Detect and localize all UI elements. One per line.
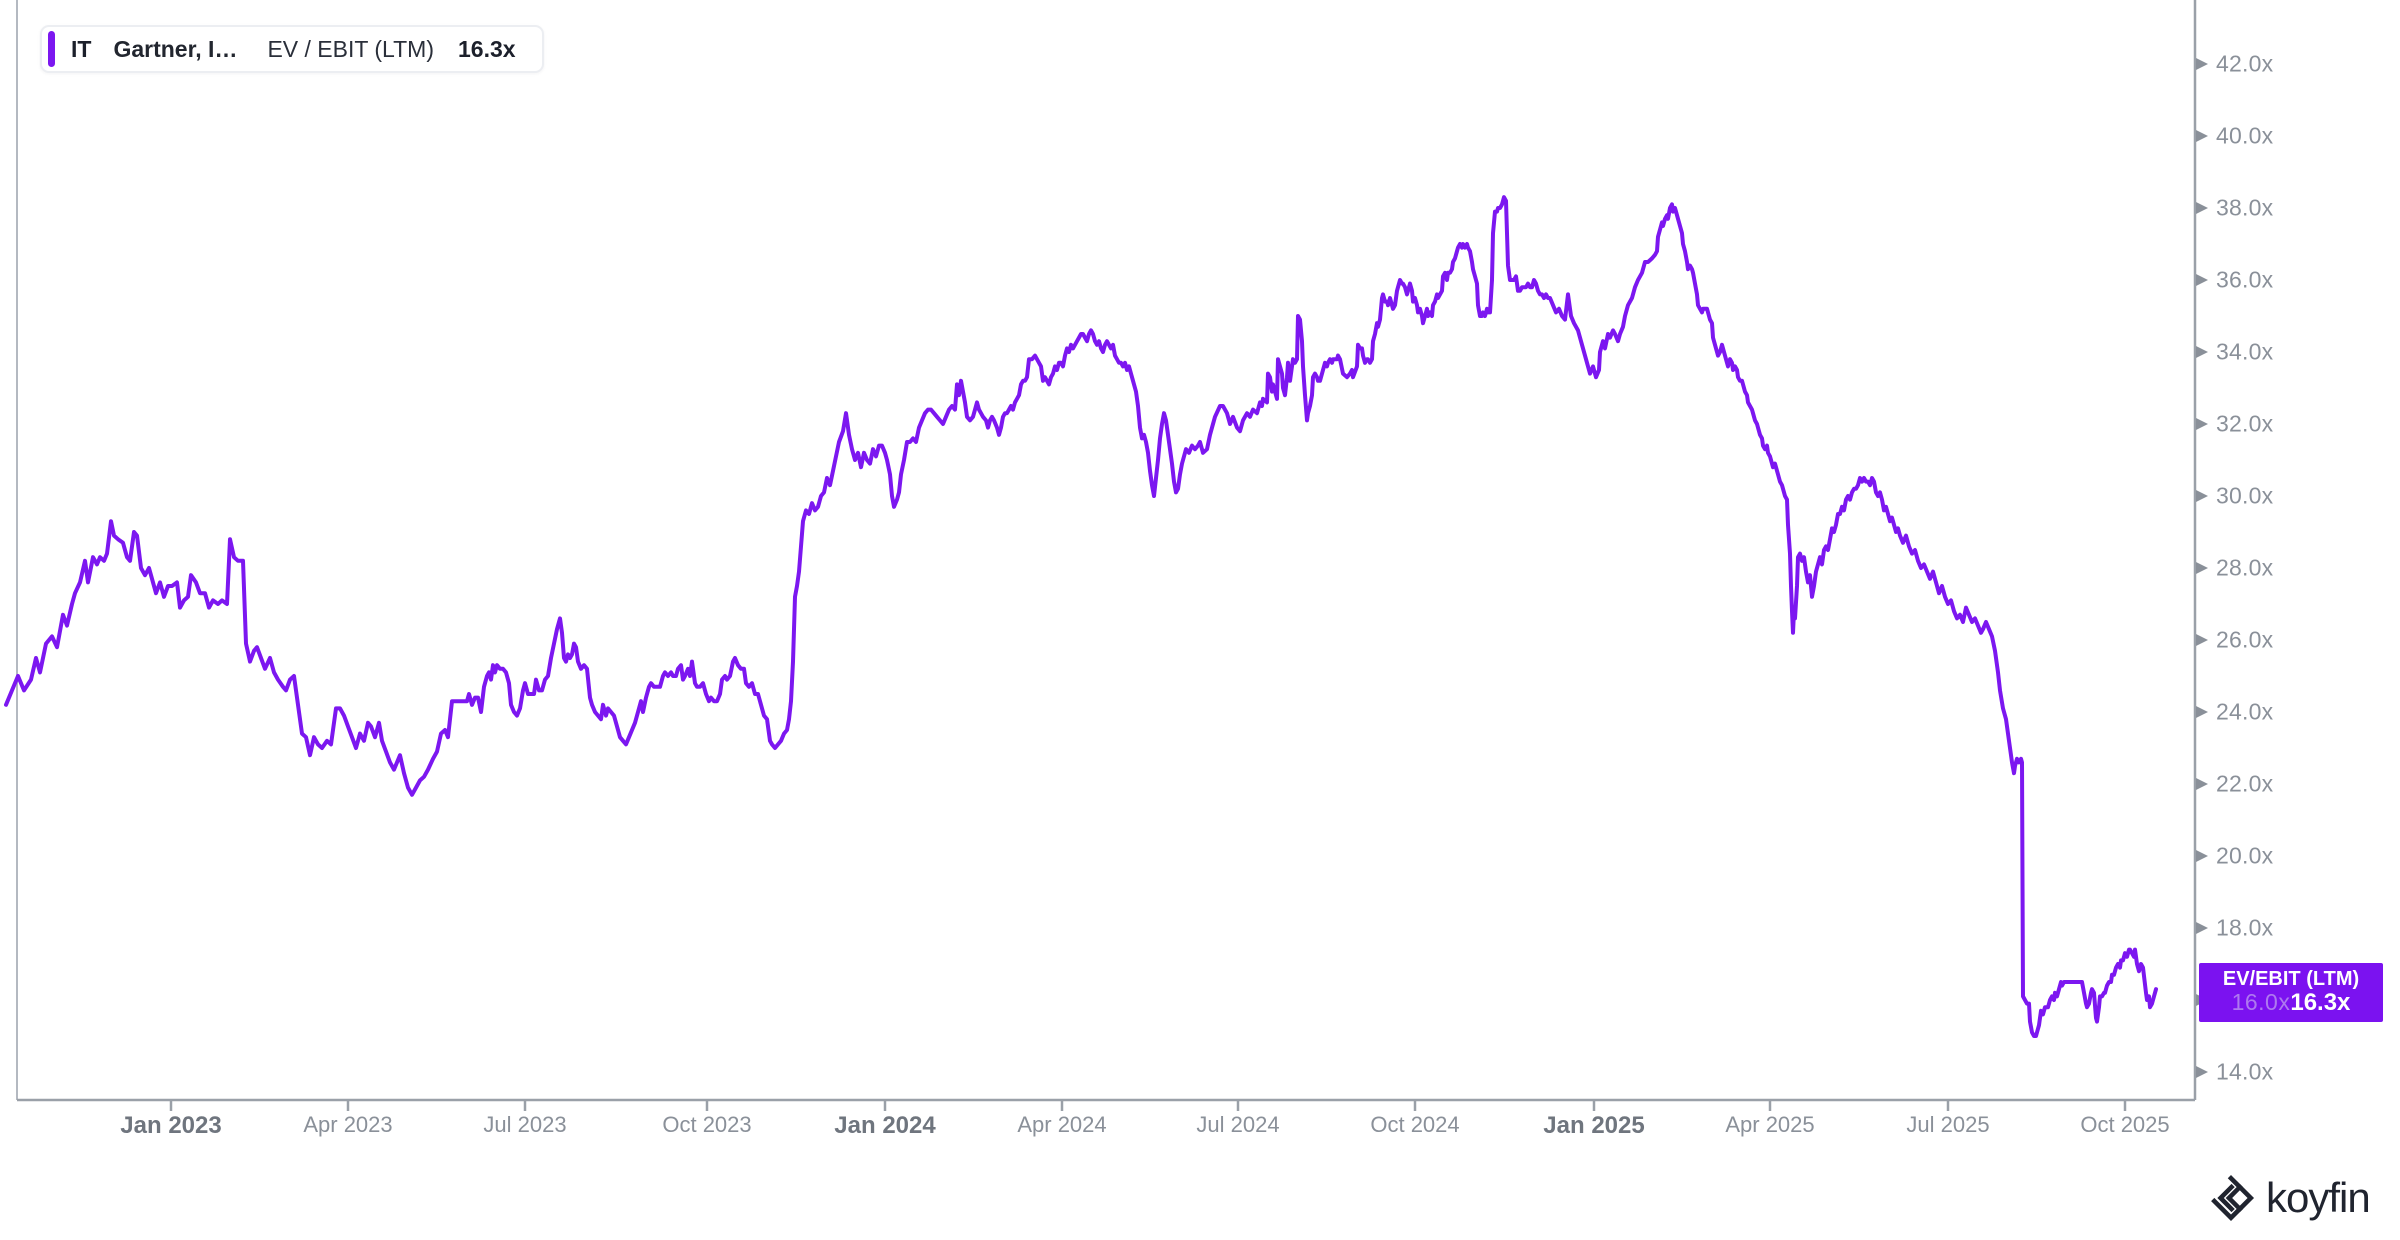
x-axis-label: Apr 2023 — [303, 1112, 393, 1137]
x-axis-label: Jan 2023 — [120, 1112, 222, 1139]
y-tick-arrow-icon — [2196, 274, 2208, 286]
y-axis-label: 26.0x — [2216, 626, 2274, 653]
x-axis-label: Oct 2025 — [2080, 1112, 2170, 1137]
y-axis-label: 40.0x — [2216, 122, 2274, 149]
x-axis-label: Jul 2025 — [1906, 1112, 1990, 1137]
badge-title: EV/EBIT (LTM) — [2222, 967, 2360, 990]
badge-axis-label-behind: 16.0x — [2231, 989, 2291, 1016]
series-color-bar-icon — [48, 31, 55, 67]
x-axis-label: Oct 2024 — [1370, 1112, 1460, 1137]
x-axis-label: Jan 2024 — [834, 1112, 936, 1139]
y-axis-label: 34.0x — [2216, 338, 2274, 365]
y-tick-arrow-icon — [2196, 58, 2208, 70]
koyfin-watermark: koyfin — [2206, 1168, 2371, 1228]
y-tick-arrow-icon — [2196, 706, 2208, 718]
y-tick-arrow-icon — [2196, 778, 2208, 790]
last-value-badge: EV/EBIT (LTM) 16.0x 16.3x — [2199, 963, 2383, 1022]
x-axis-label: Jul 2024 — [1196, 1112, 1280, 1137]
y-tick-arrow-icon — [2196, 130, 2208, 142]
x-axis-label: Oct 2023 — [662, 1112, 752, 1137]
y-axis-label: 38.0x — [2216, 194, 2274, 221]
badge-value: 16.3x — [2290, 989, 2351, 1017]
y-axis-label: 36.0x — [2216, 266, 2274, 293]
x-axis-label: Apr 2024 — [1017, 1112, 1107, 1137]
koyfin-wordmark: koyfin — [2266, 1174, 2371, 1221]
y-axis-label: 28.0x — [2216, 554, 2274, 581]
y-axis-label: 18.0x — [2216, 914, 2274, 941]
y-axis-label: 24.0x — [2216, 698, 2274, 725]
y-axis-label: 22.0x — [2216, 770, 2274, 797]
price-line-series[interactable] — [4, 195, 2158, 1038]
y-axis-label: 30.0x — [2216, 482, 2274, 509]
y-tick-arrow-icon — [2196, 202, 2208, 214]
y-axis-label: 32.0x — [2216, 410, 2274, 437]
x-axis-label: Jan 2025 — [1543, 1112, 1645, 1139]
legend-company: Gartner, I… — [113, 35, 238, 62]
y-tick-arrow-icon — [2196, 562, 2208, 574]
x-axis-label: Jul 2023 — [483, 1112, 567, 1137]
y-tick-arrow-icon — [2196, 490, 2208, 502]
y-axis-label: 42.0x — [2216, 50, 2274, 77]
x-axis-label: Apr 2025 — [1725, 1112, 1815, 1137]
legend-value: 16.3x — [458, 35, 516, 62]
y-tick-arrow-icon — [2196, 634, 2208, 646]
y-tick-arrow-icon — [2196, 418, 2208, 430]
legend-ticker: IT — [71, 35, 92, 62]
y-axis-label: 14.0x — [2216, 1058, 2274, 1085]
y-tick-arrow-icon — [2196, 922, 2208, 934]
legend-metric: EV / EBIT (LTM) — [267, 35, 434, 62]
y-tick-arrow-icon — [2196, 850, 2208, 862]
koyfin-logo-icon — [2211, 1174, 2255, 1222]
y-axis-label: 20.0x — [2216, 842, 2274, 869]
y-tick-arrow-icon — [2196, 1066, 2208, 1078]
series-legend[interactable]: IT Gartner, I… EV / EBIT (LTM) 16.3x — [40, 25, 544, 73]
y-tick-arrow-icon — [2196, 346, 2208, 358]
